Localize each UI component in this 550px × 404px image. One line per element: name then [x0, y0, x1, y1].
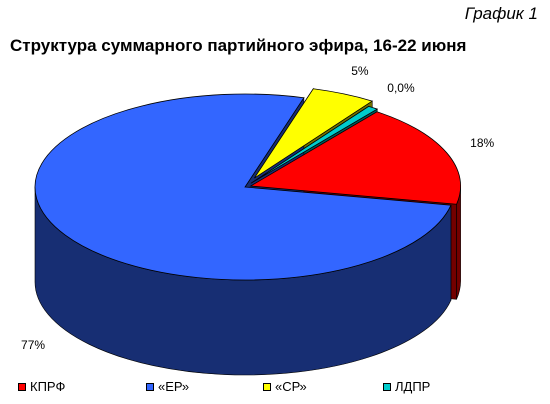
pie-slice-sr: [254, 88, 374, 179]
data-label-ldpr: 0,0%: [387, 81, 415, 95]
legend-item-sr: «СР»: [263, 379, 307, 394]
data-label-sr: 5%: [351, 64, 369, 78]
legend-swatch-ldpr: [383, 382, 391, 391]
chart-legend: КПРФ «ЕР» «СР» ЛДПР: [18, 379, 538, 397]
data-label-kprf: 18%: [470, 136, 494, 150]
chart-caption: График 1: [464, 4, 538, 23]
legend-label-sr: «СР»: [275, 379, 307, 394]
legend-swatch-sr: [263, 382, 271, 391]
legend-item-er: «ЕР»: [146, 379, 189, 394]
legend-item-kprf: КПРФ: [18, 379, 65, 394]
legend-swatch-kprf: [18, 382, 26, 391]
data-label-er: 77%: [21, 338, 45, 352]
pie-slice-er: [34, 93, 452, 281]
pie-slice-ldpr: [250, 105, 379, 184]
legend-label-er: «ЕР»: [158, 379, 190, 394]
legend-label-kprf: КПРФ: [30, 379, 66, 394]
chart-title: Структура суммарного партийного эфира, 1…: [10, 36, 467, 55]
legend-swatch-er: [146, 382, 154, 391]
pie-slice-kprf: [249, 111, 461, 205]
legend-item-ldpr: ЛДПР: [383, 379, 430, 394]
legend-label-ldpr: ЛДПР: [395, 379, 431, 394]
